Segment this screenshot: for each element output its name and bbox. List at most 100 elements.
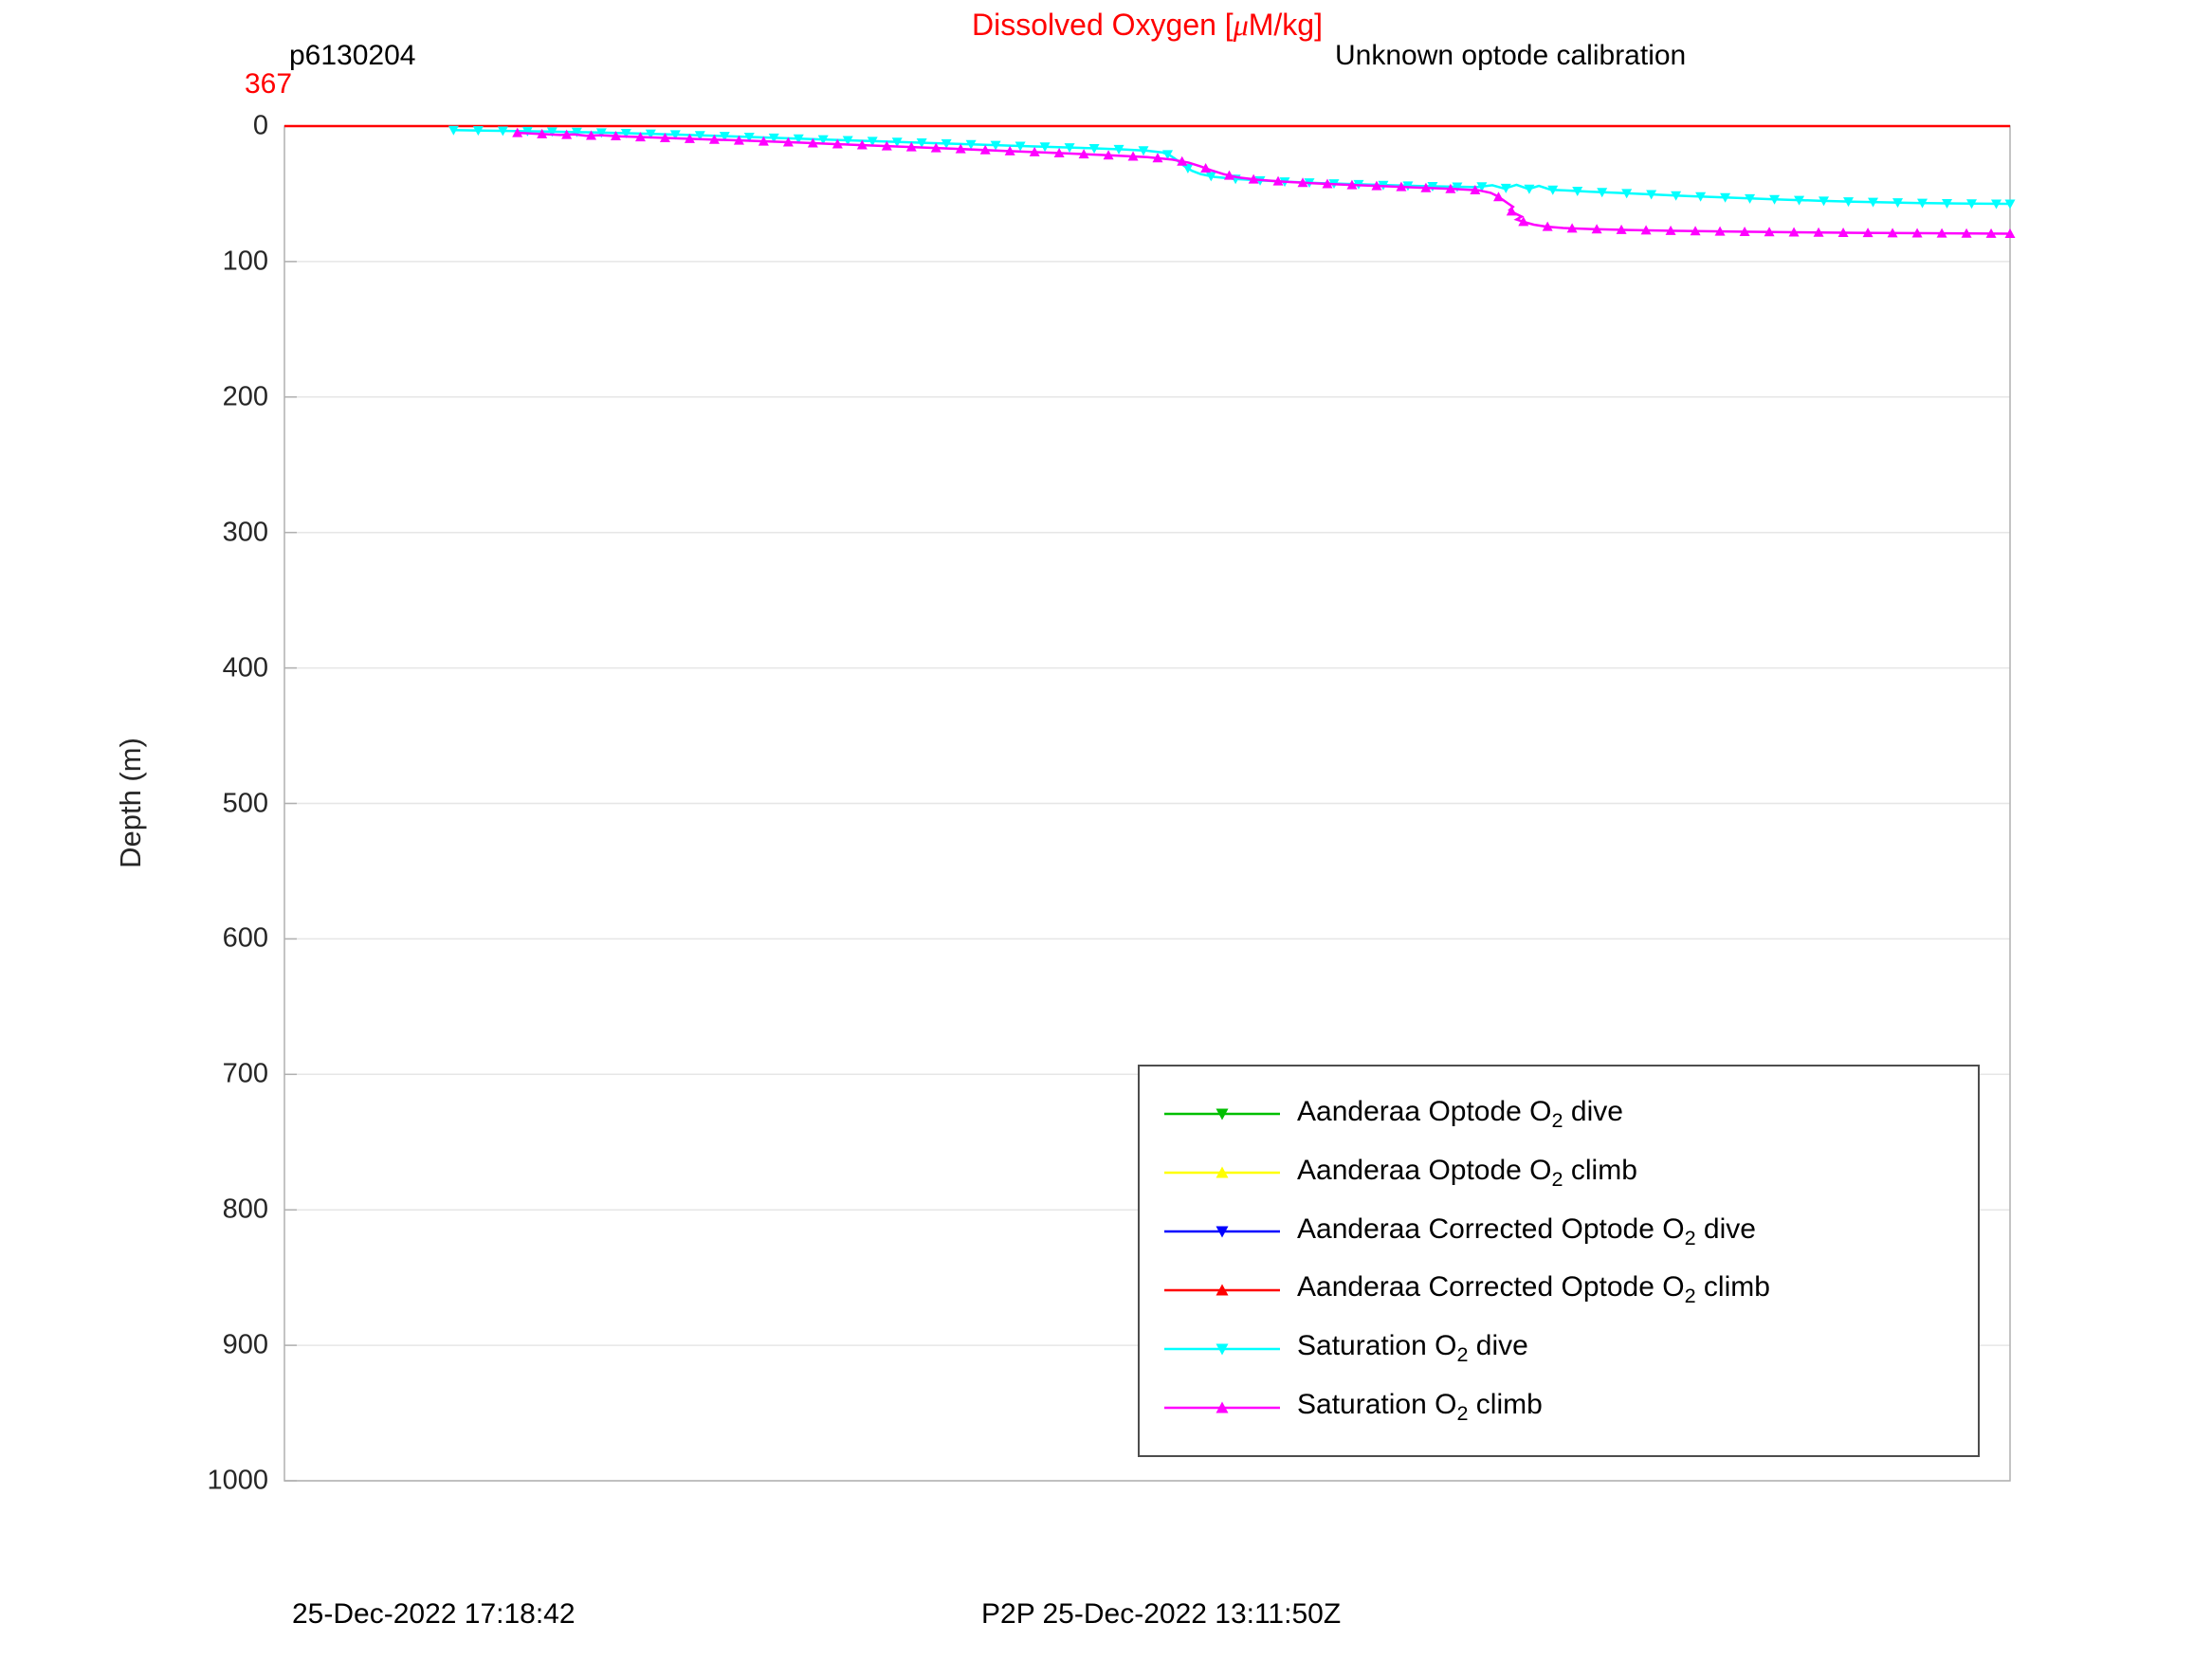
legend-label: Aanderaa Corrected Optode O2 climb	[1297, 1271, 1770, 1308]
marker-down-icon	[1819, 196, 1830, 207]
legend-item-saturation-o2-climb: Saturation O2 climb	[1161, 1389, 1968, 1426]
marker-up-icon	[2004, 228, 2016, 238]
page-title: Dissolved Oxygen [μM/kg]	[972, 8, 1323, 43]
series-line-saturation-o2-climb	[517, 131, 2011, 235]
marker-up-icon	[1053, 148, 1065, 158]
marker-down-icon	[916, 138, 927, 149]
marker-down-icon	[1695, 191, 1707, 202]
marker-up-icon	[832, 138, 843, 149]
marker-down-icon	[571, 127, 582, 137]
legend-line-sample	[1164, 1284, 1280, 1296]
y-tick-label-700: 700	[222, 1058, 268, 1089]
marker-up-icon	[1640, 225, 1652, 235]
marker-down-icon	[1476, 182, 1488, 192]
marker-down-icon	[1917, 198, 1929, 209]
marker-down-icon	[497, 126, 508, 137]
y-tick-label-0: 0	[252, 110, 268, 141]
footer-right-timestamp: P2P 25-Dec-2022 13:11:50Z	[981, 1598, 1342, 1630]
marker-down-icon	[1843, 197, 1855, 208]
marker-up-icon	[1248, 173, 1259, 184]
marker-down-icon	[1138, 146, 1149, 156]
marker-down-icon	[1621, 189, 1633, 199]
series-markers-saturation-o2-dive	[448, 125, 2016, 210]
legend-marker-down-icon	[1216, 1226, 1229, 1238]
marker-down-icon	[1205, 172, 1216, 182]
marker-down-icon	[448, 125, 459, 136]
marker-up-icon	[1862, 228, 1874, 238]
marker-up-icon	[905, 141, 917, 152]
legend-label: Saturation O2 climb	[1297, 1389, 1543, 1426]
marker-up-icon	[1506, 206, 1517, 216]
marker-down-icon	[965, 139, 977, 150]
legend-label: Aanderaa Optode O2 dive	[1297, 1095, 1623, 1132]
marker-down-icon	[867, 137, 878, 147]
dive-id-label: p6130204	[289, 40, 416, 71]
marker-up-icon	[1566, 223, 1578, 233]
marker-up-icon	[659, 132, 670, 142]
y-tick-label-500: 500	[222, 788, 268, 818]
y-tick-label-900: 900	[222, 1329, 268, 1360]
marker-down-icon	[1794, 195, 1805, 206]
y-tick-label-800: 800	[222, 1194, 268, 1225]
marker-down-icon	[546, 127, 558, 137]
marker-up-icon	[1714, 226, 1726, 236]
marker-up-icon	[1961, 228, 1972, 238]
marker-down-icon	[1597, 188, 1608, 198]
marker-up-icon	[930, 142, 941, 153]
marker-up-icon	[1518, 216, 1529, 227]
marker-down-icon	[645, 129, 656, 139]
y-tick-label-1000: 1000	[207, 1465, 268, 1496]
marker-up-icon	[1665, 225, 1676, 235]
marker-up-icon	[807, 137, 818, 148]
marker-up-icon	[1078, 149, 1089, 159]
marker-up-icon	[708, 134, 720, 144]
marker-down-icon	[1039, 142, 1051, 153]
marker-down-icon	[1671, 191, 1682, 201]
marker-up-icon	[537, 128, 548, 138]
marker-up-icon	[881, 140, 892, 151]
title-post: M/kg]	[1248, 8, 1323, 42]
marker-up-icon	[1297, 177, 1308, 188]
marker-up-icon	[1470, 185, 1481, 195]
marker-up-icon	[1029, 146, 1040, 156]
legend-marker-up-icon	[1216, 1401, 1229, 1413]
marker-down-icon	[768, 133, 779, 143]
marker-up-icon	[955, 143, 966, 154]
marker-up-icon	[1739, 226, 1750, 236]
y-tick-label-100: 100	[222, 246, 268, 277]
legend-item-saturation-o2-dive: Saturation O2 dive	[1161, 1330, 1968, 1367]
marker-down-icon	[472, 126, 484, 137]
marker-up-icon	[684, 133, 695, 143]
legend-line-sample	[1164, 1108, 1280, 1121]
marker-up-icon	[1542, 221, 1553, 231]
marker-up-icon	[1272, 175, 1284, 186]
marker-down-icon	[1868, 197, 1879, 208]
marker-down-icon	[1965, 199, 1977, 210]
calibration-note: Unknown optode calibration	[1335, 40, 1687, 71]
y-tick-label-300: 300	[222, 517, 268, 548]
marker-down-icon	[1745, 193, 1756, 204]
legend: Aanderaa Optode O2 dive Aanderaa Optode O…	[1138, 1065, 1980, 1457]
legend-marker-up-icon	[1216, 1284, 1229, 1296]
legend-label: Saturation O2 dive	[1297, 1330, 1528, 1367]
marker-up-icon	[1346, 179, 1358, 190]
legend-item-aanderaa-optode-o2-dive: Aanderaa Optode O2 dive	[1161, 1096, 1968, 1133]
marker-up-icon	[1103, 150, 1114, 160]
marker-up-icon	[1004, 145, 1015, 155]
y-tick-label-600: 600	[222, 922, 268, 954]
marker-up-icon	[1911, 228, 1923, 238]
marker-up-icon	[1177, 155, 1188, 166]
marker-down-icon	[1572, 186, 1583, 196]
marker-down-icon	[842, 136, 853, 146]
legend-line-sample	[1164, 1226, 1280, 1238]
marker-up-icon	[1887, 228, 1898, 238]
marker-up-icon	[1690, 226, 1701, 236]
marker-down-icon	[669, 130, 681, 140]
marker-up-icon	[1420, 182, 1432, 192]
marker-down-icon	[891, 137, 903, 148]
marker-up-icon	[1223, 170, 1234, 180]
marker-down-icon	[1941, 198, 1952, 209]
marker-down-icon	[817, 135, 829, 145]
